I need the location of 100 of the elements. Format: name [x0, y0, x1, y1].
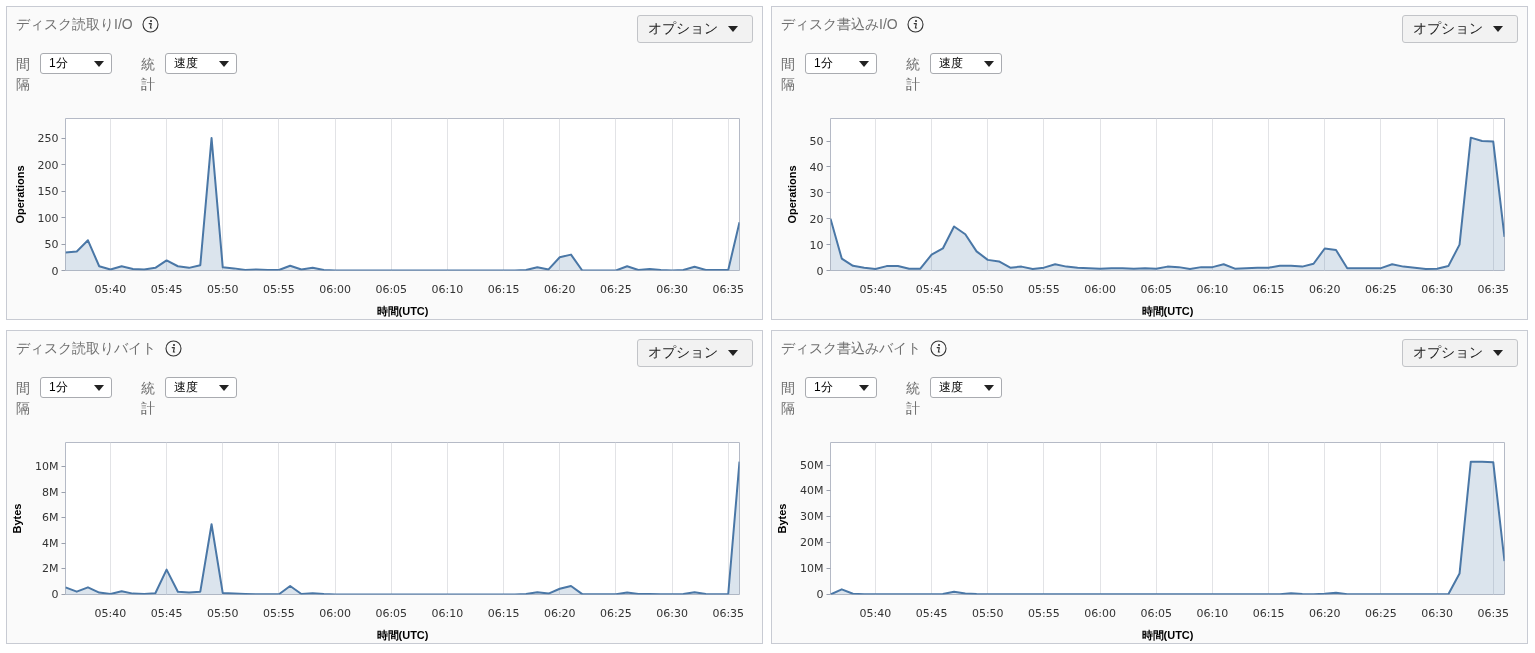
x-axis-title: 時間(UTC) — [376, 304, 429, 317]
y-tick-label: 0 — [51, 264, 59, 278]
x-axis-title: 時間(UTC) — [1141, 628, 1194, 641]
text: 統計 — [906, 55, 921, 94]
x-tick-label: 05:55 — [263, 282, 295, 296]
x-tick-label: 06:05 — [375, 282, 408, 296]
x-axis-title: 時間(UTC) — [376, 628, 429, 641]
x-tick-label: 06:20 — [1308, 606, 1341, 620]
x-tick-label: 06:35 — [712, 282, 745, 296]
x-tick-label: 05:40 — [859, 606, 892, 620]
x-tick-label: 06:35 — [1477, 606, 1510, 620]
x-tick-label: 06:25 — [600, 606, 632, 620]
x-tick-label: 06:15 — [487, 606, 520, 620]
x-tick-label: 05:55 — [1028, 606, 1060, 620]
chart-title: ディスク書込みI/O — [781, 15, 898, 33]
y-tick-label: 20M — [800, 536, 824, 550]
dropdown: 1分 — [805, 377, 877, 398]
dropdown: 速度 — [930, 377, 1002, 398]
y-tick-label: 50M — [800, 458, 824, 472]
options-button: オプション — [637, 15, 753, 43]
options-button: オプション — [1402, 15, 1518, 43]
chart-title: ディスク読取りバイト — [16, 339, 156, 357]
y-tick-label: 50 — [44, 238, 59, 252]
x-tick-label: 05:55 — [1028, 282, 1060, 296]
y-tick-label: 6M — [42, 511, 59, 525]
y-tick-label: 200 — [37, 158, 59, 172]
x-tick-label: 06:00 — [319, 282, 351, 296]
x-tick-label: 06:35 — [1477, 282, 1510, 296]
y-tick-label: 40M — [800, 484, 824, 498]
y-tick-label: 50 — [809, 135, 824, 149]
y-tick-label: 30 — [809, 186, 824, 200]
x-tick-label: 06:15 — [487, 282, 520, 296]
x-tick-label: 05:45 — [150, 282, 183, 296]
y-tick-label: 0 — [816, 588, 824, 601]
x-tick-label: 05:40 — [859, 282, 892, 296]
x-tick-label: 06:30 — [1421, 606, 1453, 620]
y-axis-title: Bytes — [11, 503, 24, 534]
y-tick-label: 10M — [35, 460, 59, 474]
y-axis-title: Operations — [13, 165, 26, 224]
x-tick-label: 06:20 — [543, 606, 576, 620]
dropdown: 速度 — [165, 377, 237, 398]
x-tick-label: 05:40 — [94, 606, 127, 620]
x-tick-label: 05:45 — [915, 282, 948, 296]
text: 間隔 — [16, 379, 31, 418]
x-tick-label: 06:15 — [1252, 282, 1285, 296]
text: 統計 — [141, 55, 156, 94]
y-tick-label: 10M — [800, 562, 824, 576]
x-tick-label: 06:05 — [1140, 282, 1173, 296]
x-tick-label: 05:45 — [150, 606, 183, 620]
y-tick-label: 8M — [42, 485, 59, 499]
dropdown: 速度 — [165, 53, 237, 74]
dropdown: 1分 — [40, 53, 112, 74]
x-tick-label: 05:50 — [971, 606, 1004, 620]
x-axis-title: 時間(UTC) — [1141, 304, 1194, 317]
options-button: オプション — [637, 339, 753, 367]
y-tick-label: 20 — [809, 212, 824, 226]
text: 間隔 — [781, 55, 796, 94]
x-tick-label: 06:30 — [656, 606, 688, 620]
chart-title: ディスク読取りI/O — [16, 15, 133, 33]
x-tick-label: 06:25 — [1365, 606, 1397, 620]
x-tick-label: 06:00 — [1084, 606, 1116, 620]
text: 統計 — [906, 379, 921, 418]
y-tick-label: 2M — [42, 562, 59, 576]
x-tick-label: 06:10 — [431, 606, 464, 620]
x-tick-label: 06:25 — [600, 282, 632, 296]
x-tick-label: 06:20 — [543, 282, 576, 296]
y-axis-title: Bytes — [776, 503, 789, 534]
x-tick-label: 06:10 — [1196, 282, 1229, 296]
x-tick-label: 06:10 — [1196, 606, 1229, 620]
x-tick-label: 05:50 — [206, 606, 239, 620]
text: 統計 — [141, 379, 156, 418]
x-tick-label: 05:45 — [915, 606, 948, 620]
x-tick-label: 06:10 — [431, 282, 464, 296]
y-tick-label: 0 — [816, 264, 824, 278]
y-tick-label: 100 — [37, 211, 59, 225]
text: 間隔 — [781, 379, 796, 418]
chart-title: ディスク書込みバイト — [781, 339, 921, 357]
y-tick-label: 0 — [51, 588, 59, 601]
y-tick-label: 40 — [809, 160, 824, 174]
x-tick-label: 06:25 — [1365, 282, 1397, 296]
y-tick-label: 250 — [37, 132, 59, 146]
text: 間隔 — [16, 55, 31, 94]
dropdown: 1分 — [40, 377, 112, 398]
x-tick-label: 06:30 — [1421, 282, 1453, 296]
x-tick-label: 06:15 — [1252, 606, 1285, 620]
y-tick-label: 150 — [37, 185, 59, 199]
options-button: オプション — [1402, 339, 1518, 367]
dropdown: 1分 — [805, 53, 877, 74]
x-tick-label: 06:00 — [319, 606, 351, 620]
x-tick-label: 05:50 — [206, 282, 239, 296]
y-tick-label: 30M — [800, 510, 824, 524]
x-tick-label: 06:05 — [1140, 606, 1173, 620]
x-tick-label: 05:50 — [971, 282, 1004, 296]
x-tick-label: 06:00 — [1084, 282, 1116, 296]
x-tick-label: 06:20 — [1308, 282, 1341, 296]
y-tick-label: 10 — [809, 238, 824, 252]
dropdown: 速度 — [930, 53, 1002, 74]
x-tick-label: 06:30 — [656, 282, 688, 296]
x-tick-label: 06:35 — [712, 606, 745, 620]
x-tick-label: 05:55 — [263, 606, 295, 620]
